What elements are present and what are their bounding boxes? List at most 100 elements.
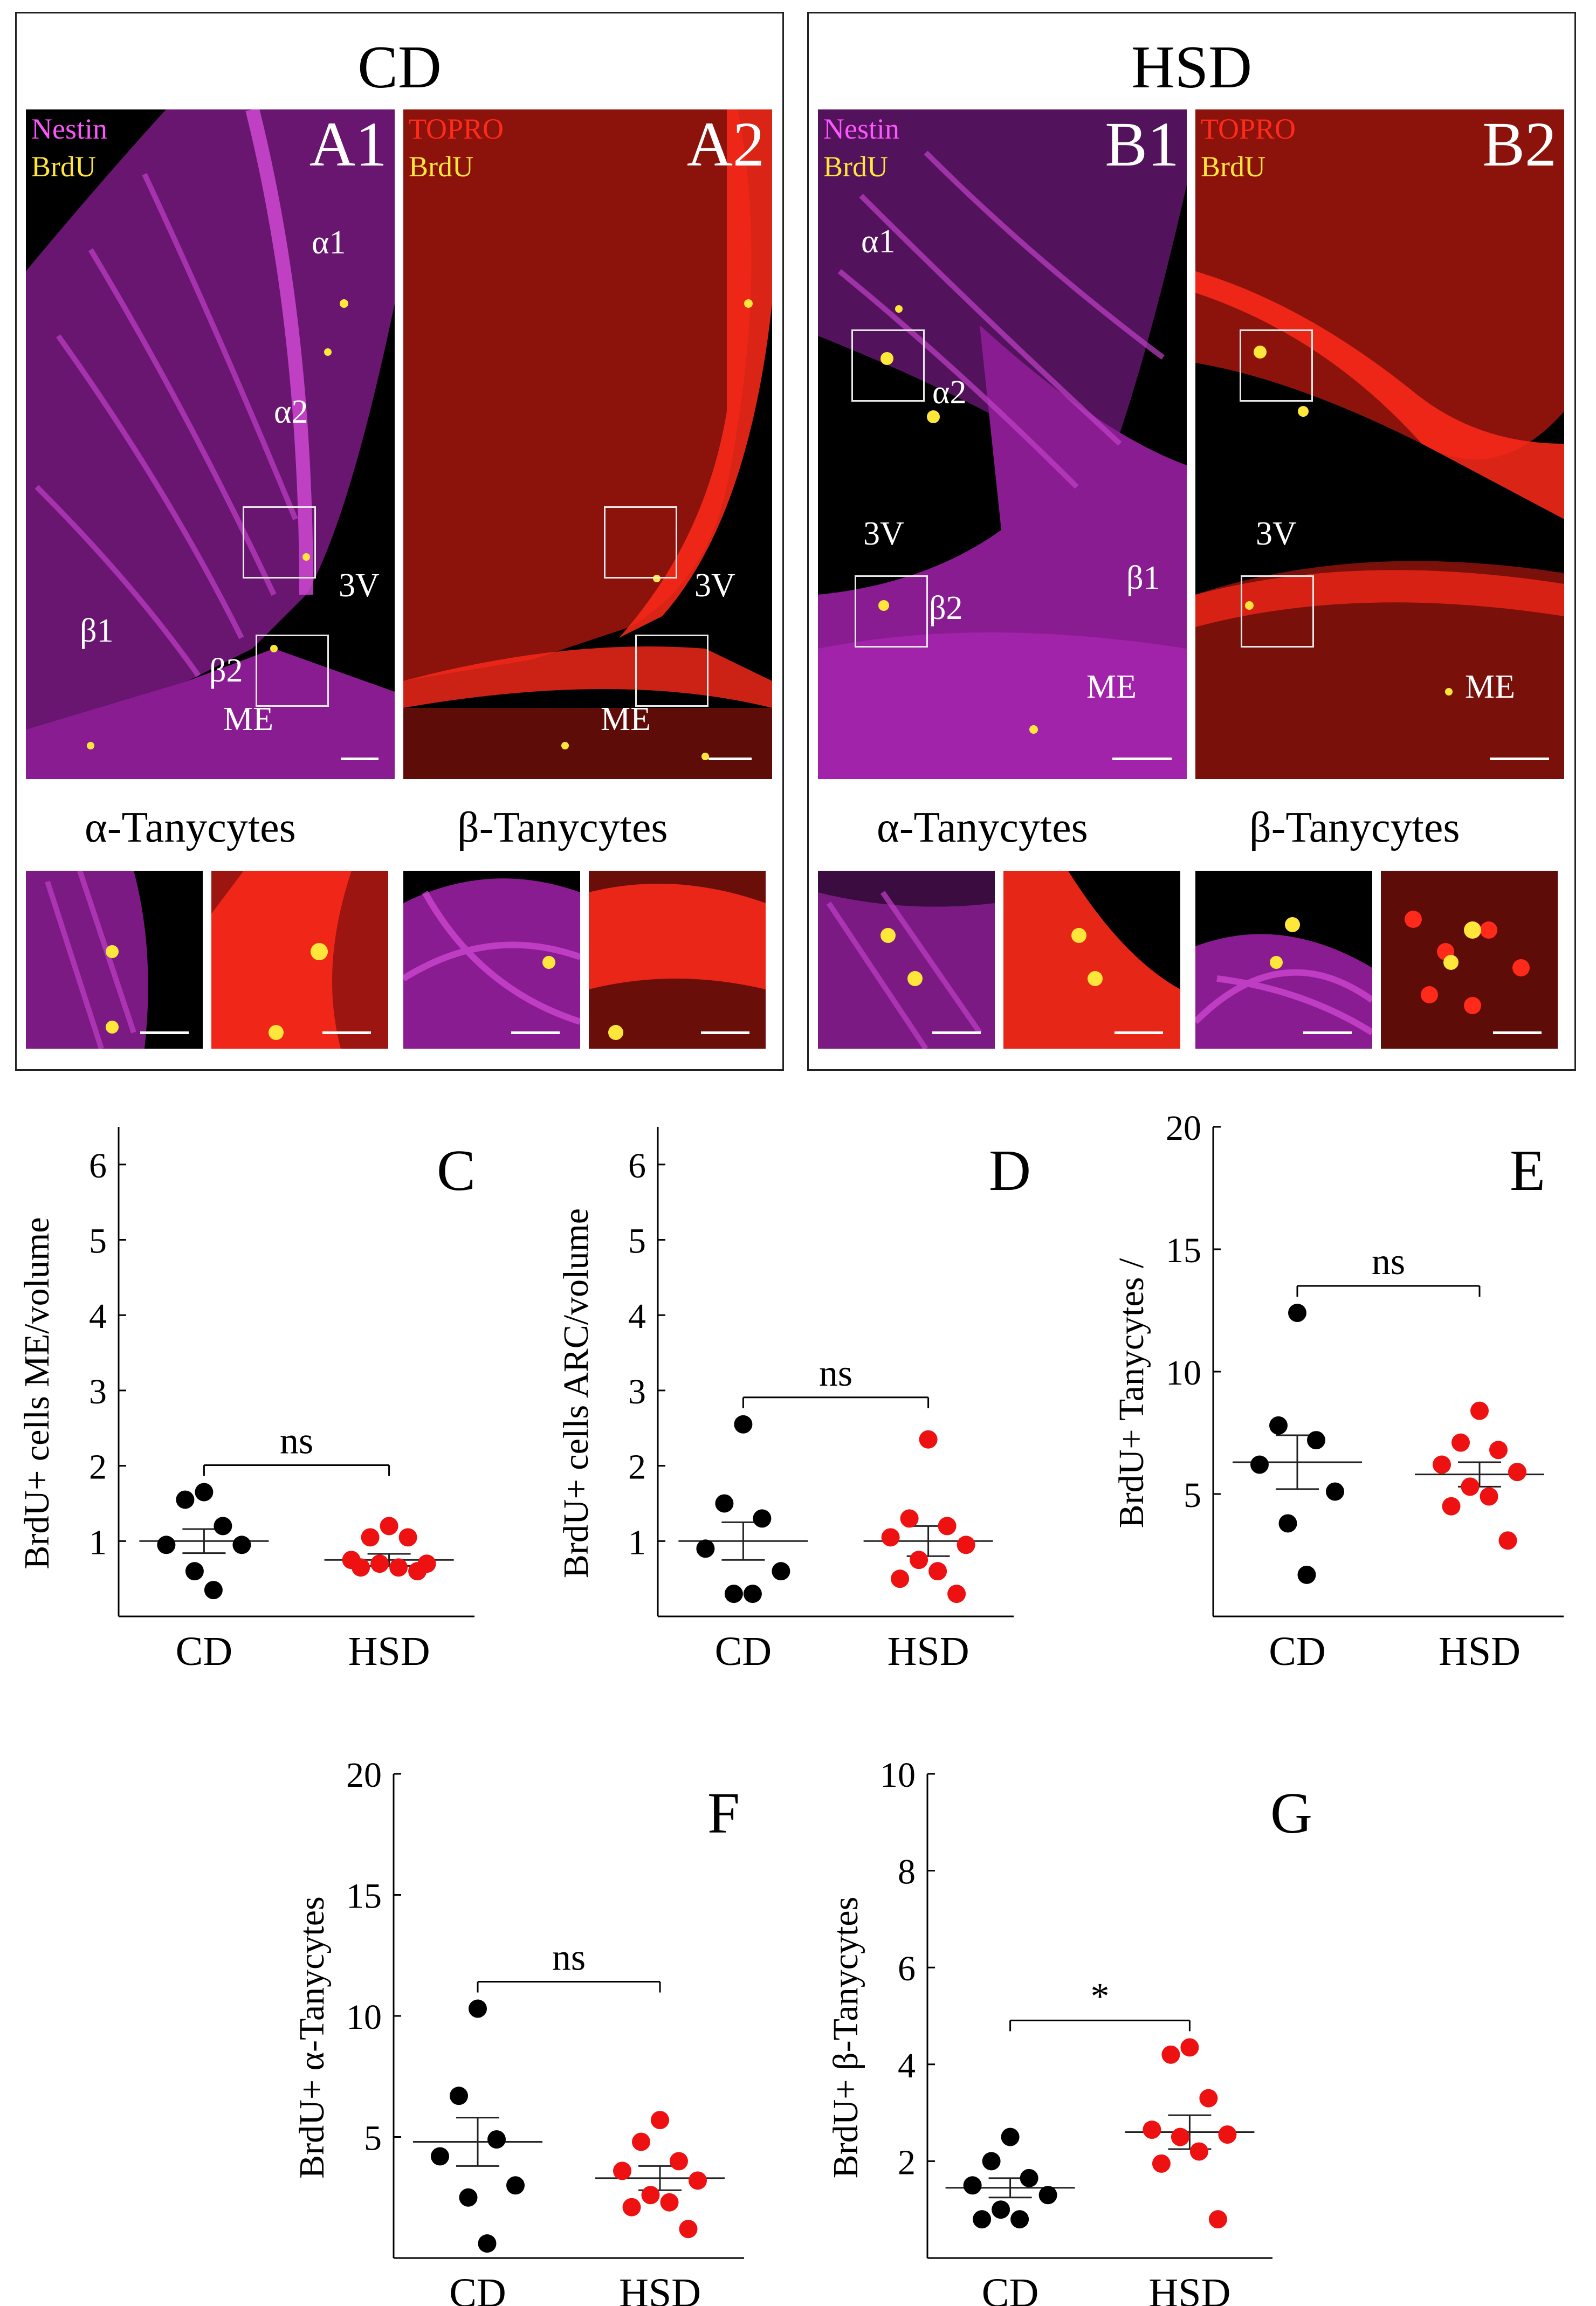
hsd-alpha-inset-nestin-scale	[932, 1031, 981, 1034]
a1-scale-bar	[341, 758, 379, 760]
y-tick-label: 20	[346, 1756, 382, 1795]
data-point-cd	[1250, 1455, 1269, 1474]
x-category-label: HSD	[348, 1629, 430, 1674]
x-category-label: HSD	[1148, 2270, 1230, 2306]
data-point-hsd	[891, 1570, 910, 1588]
y-tick-label: 2	[628, 1448, 646, 1487]
data-point-cd	[1038, 2186, 1057, 2205]
data-point-hsd	[389, 1558, 408, 1577]
y-tick-label: 4	[628, 1297, 646, 1336]
data-point-hsd	[1480, 1487, 1498, 1506]
a2-topro-image	[403, 109, 772, 779]
a1-region-alpha1: α1	[312, 224, 346, 261]
data-point-hsd	[1498, 1531, 1517, 1550]
data-point-cd	[506, 2176, 525, 2195]
y-tick-label: 20	[1166, 1109, 1201, 1148]
cd-beta-inset-nestin-scale	[511, 1031, 560, 1034]
a2-region-me: ME	[601, 701, 651, 738]
hsd-beta-inset-topro-scale	[1493, 1031, 1542, 1034]
data-point-hsd	[1208, 2210, 1227, 2229]
b1-region-alpha1: α1	[861, 223, 896, 260]
data-point-hsd	[361, 1528, 380, 1547]
b1-channel-nestin: Nestin	[823, 113, 899, 145]
significance-label: ns	[280, 1421, 313, 1462]
data-point-hsd	[1143, 2121, 1161, 2139]
cd-image-group: CD Nestin BrdU A1 α1 α2 3V β1 β2 ME	[15, 12, 784, 1071]
panel-label-e: E	[1510, 1139, 1545, 1203]
panel-label-d: D	[989, 1139, 1031, 1203]
data-point-cd	[982, 2152, 1001, 2171]
y-tick-label: 4	[89, 1297, 107, 1336]
hsd-group-title: HSD	[1131, 34, 1253, 101]
y-axis-label: BrdU+ α-Tanycytes	[292, 1896, 332, 2179]
data-point-hsd	[1489, 1441, 1508, 1460]
a2-alpha-inset-box	[604, 506, 677, 579]
b1-scale-bar	[1112, 758, 1172, 760]
a1-panel-id: A1	[309, 109, 387, 180]
a2-channel-brdu: BrdU	[409, 150, 473, 183]
data-point-hsd	[613, 2162, 631, 2180]
x-category-label: CD	[982, 2270, 1039, 2306]
micrograph-a2: TOPRO BrdU A2 3V ME	[403, 109, 772, 779]
chart-panel-f: 5 10 15 20 CD HSD BrdU+ α-Tanycytes ns F	[270, 1736, 787, 2306]
data-point-hsd	[380, 1517, 398, 1536]
hsd-alpha-inset-topro	[1003, 871, 1180, 1049]
data-point-hsd	[910, 1551, 928, 1570]
data-point-cd	[1288, 1304, 1306, 1323]
chart-f-svg: 5 10 15 20 CD HSD BrdU+ α-Tanycytes ns	[292, 1756, 744, 2306]
chart-panel-d: 1 2 3 4 5 6 CD HSD BrdU+ cells ARC/volume ns D	[539, 1111, 1057, 1688]
cd-beta-tanycytes-label: β-Tanycytes	[457, 804, 668, 851]
data-point-hsd	[1508, 1463, 1526, 1482]
y-tick-label: 5	[1184, 1476, 1201, 1515]
b1-beta-inset-box	[855, 575, 928, 648]
data-point-cd	[1278, 1514, 1297, 1533]
y-tick-label: 5	[364, 2119, 382, 2158]
data-point-cd	[478, 2234, 497, 2253]
y-tick-label: 8	[898, 1853, 916, 1892]
b1-channel-brdu: BrdU	[823, 150, 888, 183]
data-point-cd	[232, 1536, 251, 1554]
b1-panel-id: B1	[1105, 109, 1179, 180]
data-point-hsd	[632, 2132, 650, 2151]
b2-region-me: ME	[1465, 669, 1515, 705]
hsd-image-group: HSD Nestin BrdU B1 α1 α2 3V β1 β2 ME	[807, 12, 1576, 1071]
data-point-cd	[973, 2210, 992, 2229]
a1-channel-brdu: BrdU	[31, 150, 96, 183]
panel-label-f: F	[707, 1781, 740, 1846]
y-tick-label: 1	[89, 1523, 107, 1562]
chart-panel-g: 2 4 6 8 10 CD HSD BrdU+ β-Tanycytes * G	[809, 1736, 1326, 2306]
data-point-hsd	[1451, 1433, 1470, 1452]
b2-alpha-inset-box	[1240, 329, 1313, 402]
data-point-hsd	[1470, 1401, 1489, 1420]
data-point-cd	[724, 1585, 743, 1603]
y-tick-label: 6	[89, 1146, 107, 1186]
data-point-cd	[963, 2176, 982, 2195]
chart-d-svg: 1 2 3 4 5 6 CD HSD BrdU+ cells ARC/volume ns	[556, 1127, 1014, 1674]
b2-channel-topro: TOPRO	[1201, 113, 1296, 145]
data-point-hsd	[957, 1536, 975, 1554]
data-point-cd	[1297, 1565, 1316, 1584]
y-tick-label: 6	[898, 1949, 916, 1988]
data-point-hsd	[679, 2220, 698, 2239]
x-category-label: HSD	[619, 2270, 701, 2306]
a1-region-alpha2: α2	[274, 394, 308, 430]
cd-beta-inset-topro-scale	[701, 1031, 749, 1034]
y-tick-label: 1	[628, 1523, 646, 1562]
data-point-hsd	[689, 2171, 707, 2190]
data-point-cd	[195, 1483, 214, 1502]
a1-region-me: ME	[223, 701, 273, 738]
data-point-cd	[176, 1490, 195, 1509]
data-point-hsd	[660, 2193, 679, 2212]
data-point-cd	[1307, 1431, 1325, 1450]
y-tick-label: 6	[628, 1146, 646, 1186]
data-point-hsd	[641, 2186, 660, 2205]
x-category-label: CD	[176, 1629, 233, 1674]
data-point-hsd	[947, 1585, 966, 1603]
data-point-cd	[753, 1509, 772, 1528]
b1-alpha-inset-box	[851, 329, 925, 402]
micrograph-b1: Nestin BrdU B1 α1 α2 3V β1 β2 ME	[818, 109, 1187, 779]
y-tick-label: 4	[898, 2046, 916, 2085]
cd-alpha-tanycytes-label: α-Tanycytes	[85, 804, 296, 851]
data-point-cd	[204, 1581, 223, 1600]
a1-channel-nestin: Nestin	[31, 113, 107, 145]
